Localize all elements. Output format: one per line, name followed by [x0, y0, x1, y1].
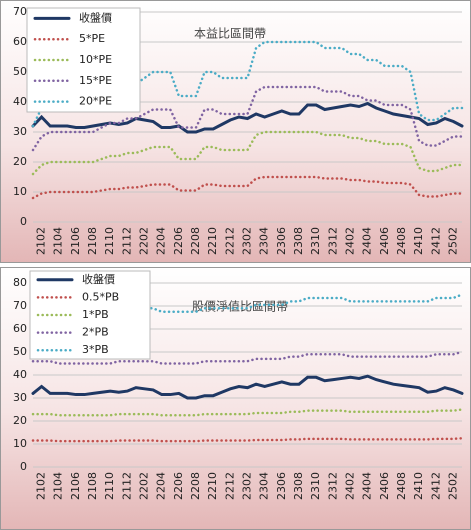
- series-line: [31, 175, 464, 200]
- x-tick-label: 2108: [86, 472, 99, 500]
- y-tick-label: 40: [13, 95, 27, 108]
- series-line: [31, 408, 464, 417]
- y-tick-label: 0: [20, 215, 27, 228]
- x-tick-label: 2412: [429, 227, 442, 255]
- y-tick-label: 10: [13, 185, 27, 198]
- y-tick-label: 30: [13, 391, 27, 404]
- legend-label: 收盤價: [82, 272, 115, 286]
- x-tick-label: 2210: [206, 472, 219, 500]
- x-tick-label: 2308: [292, 472, 305, 500]
- legend-box: [29, 270, 151, 360]
- x-tick-label: 2302: [241, 227, 254, 255]
- x-tick-label: 2204: [155, 227, 168, 255]
- x-tick-label: 2312: [326, 472, 339, 500]
- x-tick-label: 2104: [52, 472, 65, 500]
- x-tick-label: 2208: [189, 227, 202, 255]
- x-tick-label: 2402: [343, 472, 356, 500]
- series-line: [31, 293, 464, 313]
- x-tick-label: 2212: [223, 472, 236, 500]
- y-tick-label: 0: [20, 460, 27, 473]
- series-line: [31, 130, 464, 176]
- series-line: [31, 437, 464, 443]
- legend-label: 0.5*PB: [82, 290, 119, 303]
- chart-title: 本益比區間帶: [194, 27, 266, 41]
- y-tick-label: 30: [13, 125, 27, 138]
- chart-title: 股價淨值比區間帶: [192, 299, 288, 314]
- x-tick-label: 2206: [172, 227, 185, 255]
- x-tick-label: 2204: [155, 472, 168, 500]
- x-tick-label: 2304: [258, 227, 271, 255]
- x-tick-label: 2206: [172, 472, 185, 500]
- series-line: [31, 350, 464, 365]
- x-tick-label: 2404: [361, 472, 374, 500]
- x-tick-label: 2102: [35, 472, 48, 500]
- y-tick-label: 20: [13, 414, 27, 427]
- series-line: [31, 85, 464, 152]
- x-tick-label: 2112: [120, 227, 133, 255]
- x-tick-label: 2104: [52, 227, 65, 255]
- x-tick-label: 2404: [361, 227, 374, 255]
- x-tick-label: 2110: [103, 227, 116, 255]
- x-tick-label: 2210: [206, 227, 219, 255]
- x-tick-label: 2106: [69, 227, 82, 255]
- x-tick-label: 2502: [446, 227, 459, 255]
- x-tick-label: 2212: [223, 227, 236, 255]
- legend-label: 收盤價: [79, 10, 112, 24]
- y-tick-label: 70: [13, 299, 27, 312]
- x-tick-label: 2402: [343, 227, 356, 255]
- x-tick-label: 2108: [86, 227, 99, 255]
- x-tick-label: 2406: [378, 472, 391, 500]
- x-tick-label: 2502: [446, 472, 459, 500]
- x-tick-label: 2304: [258, 472, 271, 500]
- y-tick-label: 60: [13, 35, 27, 48]
- x-tick-label: 2102: [35, 227, 48, 255]
- x-tick-label: 2408: [395, 227, 408, 255]
- series-line: [31, 101, 464, 134]
- y-tick-label: 50: [13, 345, 27, 358]
- y-tick-label: 50: [13, 65, 27, 78]
- y-tick-label: 70: [13, 5, 27, 18]
- legend-box: [26, 7, 141, 113]
- x-tick-label: 2310: [309, 472, 322, 500]
- legend-label: 20*PE: [79, 95, 112, 108]
- y-tick-label: 10: [13, 437, 27, 450]
- legend-label: 3*PB: [82, 343, 109, 356]
- x-tick-label: 2112: [120, 472, 133, 500]
- x-tick-label: 2310: [309, 227, 322, 255]
- x-tick-label: 2406: [378, 227, 391, 255]
- legend-label: 2*PB: [82, 326, 109, 339]
- series-line: [31, 374, 464, 400]
- x-tick-label: 2410: [412, 227, 425, 255]
- y-tick-label: 60: [13, 322, 27, 335]
- y-tick-label: 20: [13, 155, 27, 168]
- legend-label: 5*PE: [79, 32, 105, 45]
- x-tick-label: 2202: [138, 472, 151, 500]
- x-tick-label: 2412: [429, 472, 442, 500]
- x-tick-label: 2302: [241, 472, 254, 500]
- x-tick-label: 2410: [412, 472, 425, 500]
- x-tick-label: 2312: [326, 227, 339, 255]
- x-tick-label: 2208: [189, 472, 202, 500]
- x-tick-label: 2106: [69, 472, 82, 500]
- legend-label: 10*PE: [79, 53, 112, 66]
- x-tick-label: 2306: [275, 227, 288, 255]
- x-tick-label: 2110: [103, 472, 116, 500]
- y-tick-label: 80: [13, 276, 27, 289]
- x-tick-label: 2306: [275, 472, 288, 500]
- x-tick-label: 2308: [292, 227, 305, 255]
- x-tick-label: 2202: [138, 227, 151, 255]
- x-tick-label: 2408: [395, 472, 408, 500]
- y-tick-label: 40: [13, 368, 27, 381]
- legend-label: 1*PB: [82, 308, 109, 321]
- legend-label: 15*PE: [79, 74, 112, 87]
